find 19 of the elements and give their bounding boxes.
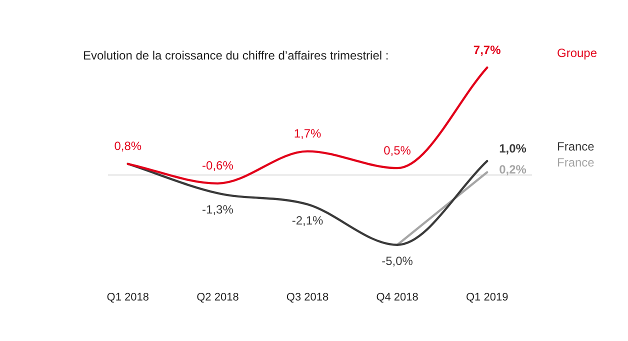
x-tick-label: Q4 2018	[376, 291, 418, 304]
data-label: 1,0%	[499, 141, 527, 156]
x-tick-label: Q1 2018	[106, 291, 149, 304]
data-label: -2,1%	[292, 214, 324, 228]
x-tick-label: Q2 2018	[196, 291, 239, 304]
data-label: -1,3%	[202, 202, 234, 217]
text: Groupe	[557, 46, 598, 60]
data-label: -0,6%	[202, 158, 234, 173]
data-label: 0,2%	[499, 162, 527, 177]
x-tick-label: Q1 2019	[466, 291, 508, 304]
x-tick-label: Q3 2018	[286, 291, 329, 304]
chart-title: Evolution de la croissance du chiffre d’affaires trimestriel :	[83, 48, 389, 63]
text: France	[557, 155, 595, 170]
text: France	[557, 139, 595, 154]
data-label: 7,7%	[473, 42, 502, 57]
data-label: 0,5%	[384, 143, 412, 158]
data-label: 0,8%	[114, 139, 142, 154]
data-label: -5,0%	[382, 254, 414, 268]
data-label: 1,7%	[294, 126, 322, 141]
